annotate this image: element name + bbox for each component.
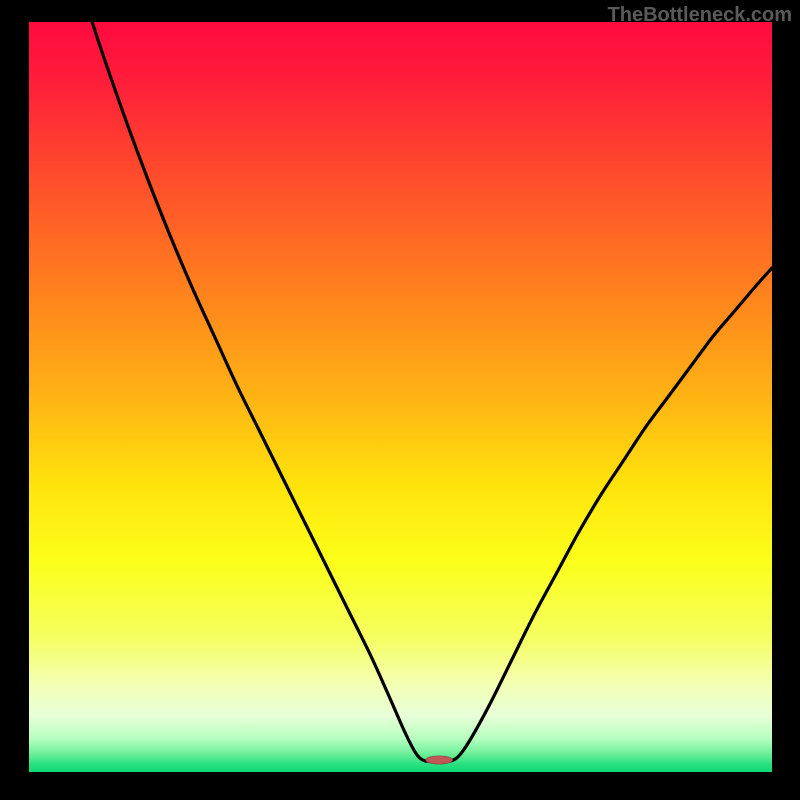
trough-marker: [426, 756, 453, 764]
chart-svg: [0, 0, 800, 800]
chart-root: TheBottleneck.com: [0, 0, 800, 800]
plot-background: [29, 22, 772, 772]
